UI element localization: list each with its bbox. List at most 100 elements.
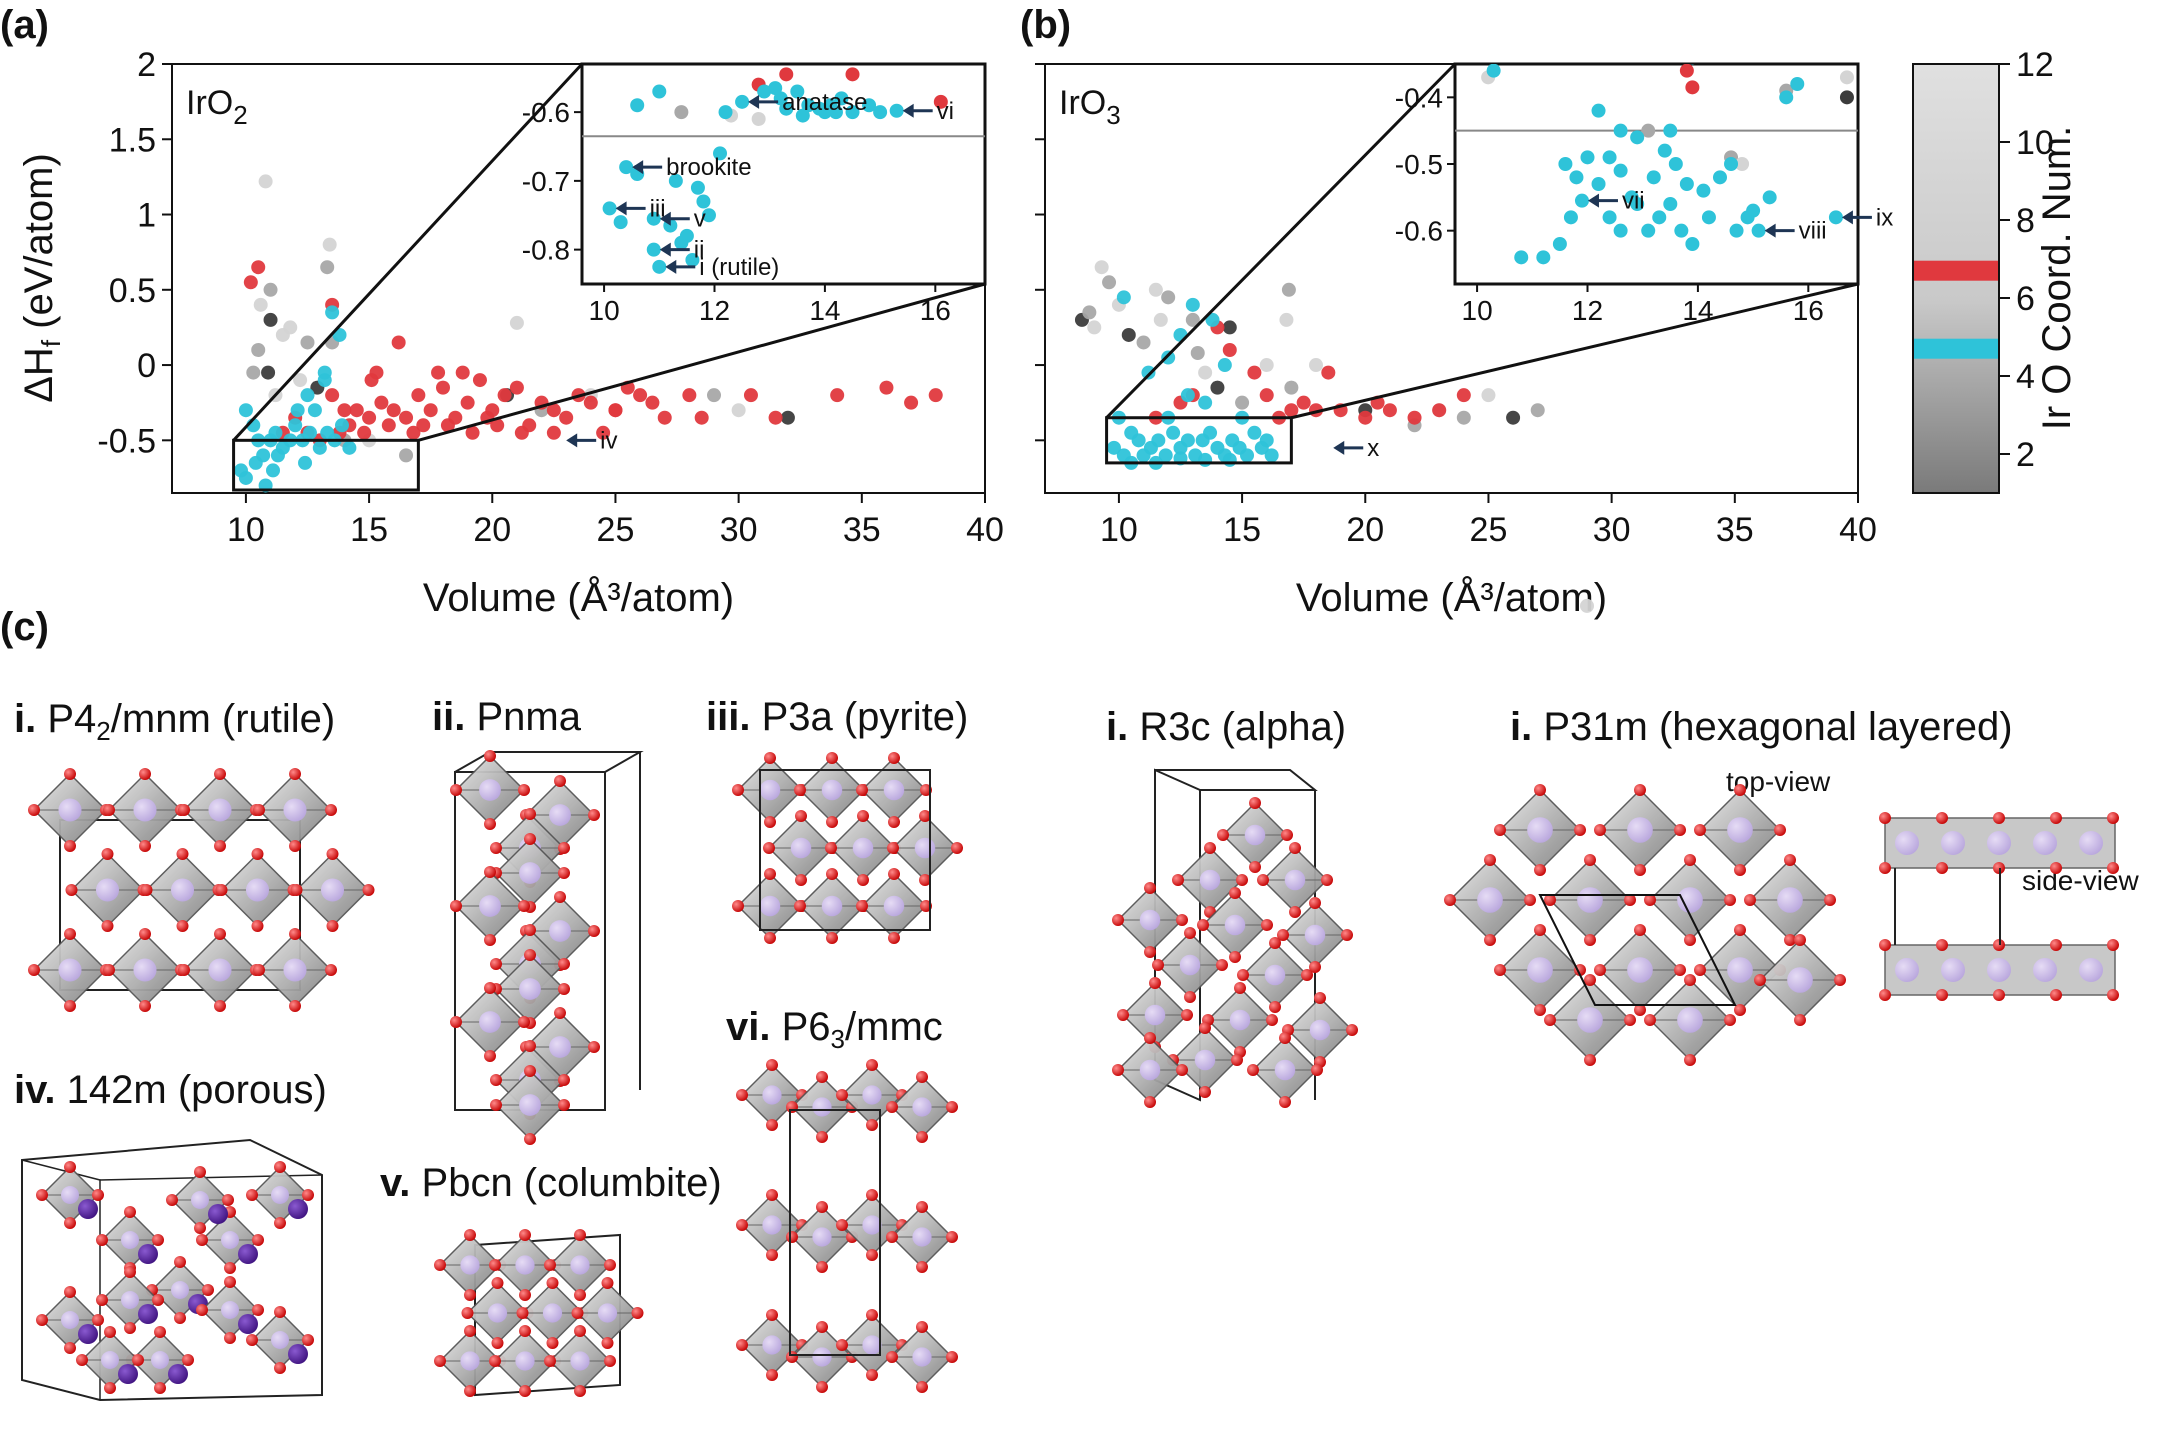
oxygen-atom	[1634, 784, 1646, 796]
oxygen-atom	[491, 1277, 504, 1289]
annotation-label: ix	[1876, 204, 1893, 231]
crystal-structures	[21, 750, 2119, 1402]
inset-point-cyan	[768, 81, 783, 96]
iridium-atom	[1727, 957, 1753, 983]
annotation-arrowhead	[665, 259, 677, 274]
inset-point-gray	[1735, 157, 1750, 171]
iridium-atom	[208, 958, 232, 982]
iridium-atom	[549, 1036, 571, 1058]
oxygen-atom	[194, 1222, 206, 1234]
data-point-cyan	[270, 448, 285, 463]
iridium-atom	[1527, 957, 1553, 983]
data-point-cyan	[1198, 395, 1213, 410]
annotation-arrowhead	[659, 211, 671, 226]
inset-point-cyan	[1486, 64, 1501, 78]
iridium-atom	[1477, 887, 1503, 913]
inset-point-cyan	[646, 211, 661, 226]
iridium-atom	[862, 1335, 882, 1355]
oxygen-atom	[1199, 1086, 1211, 1098]
oxygen-atom	[794, 900, 806, 912]
oxygen-atom	[139, 840, 151, 852]
inset-x-tick-label: 14	[1682, 295, 1713, 326]
oxygen-atom	[554, 775, 566, 787]
data-point-gray	[1456, 410, 1471, 425]
oxygen-atom	[103, 964, 115, 976]
unit-cell-edge	[1155, 769, 1318, 791]
data-point-cyan	[300, 388, 315, 403]
oxygen-atom	[518, 900, 530, 912]
oxygen-atom	[1534, 924, 1546, 936]
oxygen-atom	[795, 810, 807, 822]
data-point-cyan	[1161, 350, 1176, 365]
data-point-red	[391, 335, 406, 350]
data-point-gray	[1210, 380, 1225, 395]
inset-point-cyan	[1652, 210, 1667, 225]
oxygen-atom	[1149, 977, 1161, 989]
iridium-atom-dark	[78, 1199, 98, 1219]
oxygen-atom	[362, 884, 375, 896]
oxygen-atom	[816, 1071, 828, 1083]
unit-cell-edge	[789, 1109, 881, 1356]
oxygen-atom	[2107, 939, 2119, 951]
iridium-atom	[1144, 1004, 1166, 1026]
oxygen-atom	[124, 1266, 136, 1278]
oxygen-atom	[524, 1065, 536, 1077]
oxygen-atom	[302, 1189, 314, 1201]
inset-point-cyan	[1690, 64, 1695, 65]
oxygen-atom	[1237, 969, 1249, 981]
inset-point-cyan	[1602, 150, 1617, 165]
data-point-cyan	[334, 418, 349, 433]
data-point-red	[349, 403, 364, 418]
data-point-gray	[1279, 312, 1294, 327]
iridium-atom	[759, 895, 781, 917]
oxygen-atom	[491, 1337, 504, 1349]
oxygen-atom	[1694, 824, 1706, 836]
data-point-red	[490, 418, 505, 433]
oxygen-atom	[1724, 894, 1736, 906]
inset-point-gray	[1839, 90, 1854, 105]
oxygen-atom	[1112, 914, 1124, 926]
oxygen-atom	[490, 1074, 502, 1086]
data-point-cyan	[1247, 425, 1262, 440]
inset-point-cyan	[646, 242, 661, 257]
oxygen-atom	[1534, 864, 1546, 876]
inset-point-cyan	[834, 91, 849, 106]
iridium-atom	[542, 1303, 563, 1323]
oxygen-atom	[1734, 864, 1746, 876]
inset-point-cyan	[1591, 177, 1606, 191]
oxygen-atom	[1269, 937, 1281, 949]
y-tick-label: 2	[137, 46, 156, 84]
iridium-atom	[460, 1351, 480, 1371]
oxygen-atom	[1544, 894, 1556, 906]
x-tick-label: 40	[966, 511, 1004, 549]
iridium-atom	[852, 837, 874, 859]
oxygen-atom	[1197, 919, 1209, 931]
inset-y-tick-label: -0.8	[522, 235, 570, 266]
iridium-atom	[2033, 958, 2057, 982]
oxygen-atom	[214, 840, 226, 852]
data-point-red	[243, 275, 258, 290]
oxygen-atom	[202, 1284, 214, 1296]
oxygen-atom	[215, 884, 228, 896]
iridium-atom	[515, 1255, 535, 1275]
oxygen-atom	[450, 784, 462, 796]
data-point-cyan	[1141, 365, 1156, 380]
iridium-atom-dark	[118, 1364, 138, 1384]
oxygen-atom	[1584, 974, 1596, 986]
oxygen-atom	[826, 868, 838, 880]
structure-title-i-alpha: i. R3c (alpha)	[1106, 705, 1346, 749]
annotation-label: iii	[650, 195, 666, 222]
iridium-atom	[821, 895, 843, 917]
oxygen-atom	[574, 1385, 586, 1397]
unit-cell-edge	[1154, 768, 1201, 1102]
iridium-atom	[151, 1351, 169, 1369]
iridium-atom	[1139, 1059, 1161, 1081]
inset-point-cyan	[1580, 150, 1595, 165]
oxygen-atom	[888, 752, 900, 764]
oxygen-atom	[92, 1189, 104, 1201]
x-tick-label: 25	[597, 511, 635, 549]
iridium-atom	[1304, 924, 1326, 946]
inset-x-tick-label: 14	[809, 295, 840, 326]
inset-point-cyan	[1657, 143, 1672, 158]
iridium-atom	[1987, 831, 2011, 855]
